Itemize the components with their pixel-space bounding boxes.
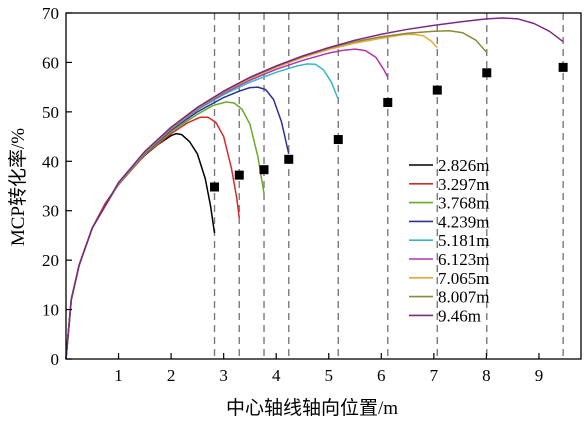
x-tick-label-7: 7 [430,366,439,385]
x-tick-label-5: 5 [325,366,334,385]
y-tick-label-7: 60 [42,53,59,72]
reference-lines [213,13,564,359]
data-marker-9 [558,62,568,72]
x-tick-label-3: 3 [219,366,228,385]
legend-label-3: 3.768m [438,194,489,213]
legend-label-7: 7.065m [438,269,489,288]
legend-label-6: 6.123m [438,250,489,269]
y-tick-label-1: 0 [51,350,60,369]
legend-label-1: 2.826m [438,156,489,175]
x-axis-title: 中心轴线轴向位置/m [226,397,398,419]
series-line-7 [65,33,438,360]
y-axis-title: MCP转化率/% [7,128,29,246]
data-marker-1 [210,182,220,192]
x-tick-label-9: 9 [535,366,544,385]
y-tick-label-2: 10 [42,301,59,320]
y-tick-label-6: 50 [42,103,59,122]
x-tick-label-2: 2 [167,366,176,385]
legend: 2.826m3.297m3.768m4.239m5.181m6.123m7.06… [409,156,489,325]
series-line-5 [65,63,339,360]
y-tick-label-3: 20 [42,251,59,270]
data-marker-6 [383,97,393,107]
x-tick-label-6: 6 [377,366,386,385]
series-line-2 [65,116,241,360]
data-marker-5 [333,135,343,145]
series-lines [65,17,564,360]
legend-label-5: 5.181m [438,231,489,250]
markers [210,62,568,192]
y-tick-label-8: 70 [42,4,59,23]
legend-label-9: 9.46m [438,306,481,325]
legend-label-8: 8.007m [438,288,489,307]
x-tick-label-1: 1 [114,366,123,385]
axes: 1 2 3 4 5 6 7 8 9 0 10 20 30 40 50 60 70 [42,4,582,385]
y-tick-label-4: 30 [42,202,59,221]
series-line-1 [65,132,216,360]
y-tick-label-5: 40 [42,152,59,171]
data-marker-8 [482,68,492,78]
series-line-9 [65,17,564,360]
legend-label-2: 3.297m [438,175,489,194]
x-tick-label-4: 4 [272,366,281,385]
data-marker-3 [259,165,269,175]
legend-label-4: 4.239m [438,212,489,231]
data-marker-2 [234,170,244,180]
x-tick-label-8: 8 [482,366,491,385]
series-line-8 [65,30,488,360]
data-marker-7 [432,85,442,95]
plot-frame [65,12,582,360]
data-marker-4 [284,154,294,164]
